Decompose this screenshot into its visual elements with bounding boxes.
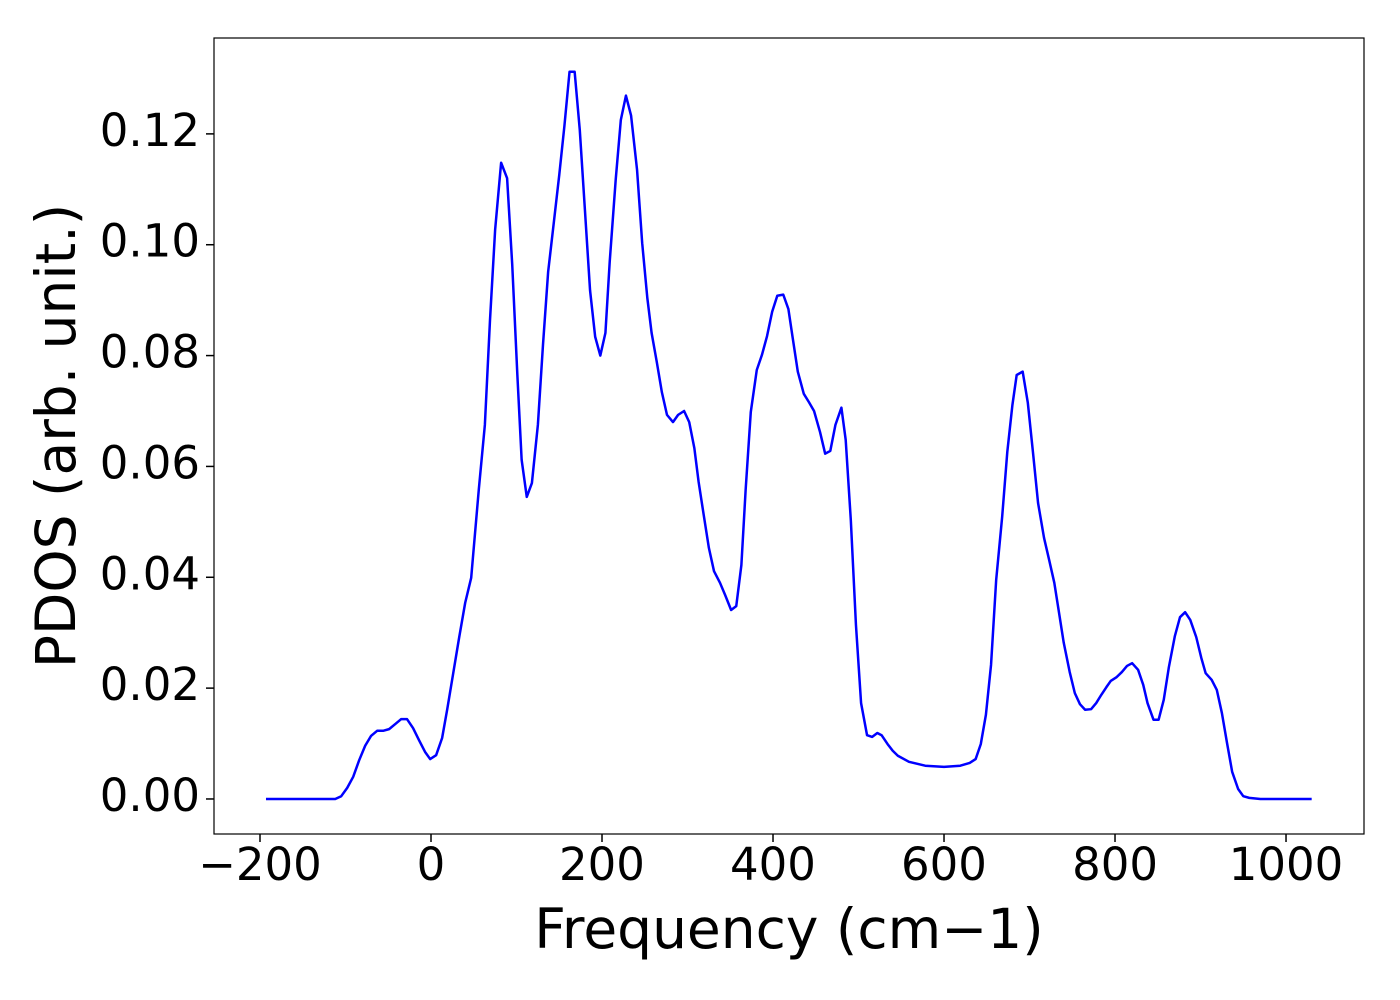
x-tick-label: 800 [1072, 838, 1158, 891]
x-tick-label: −200 [198, 838, 322, 891]
line [265, 70, 1312, 801]
x-tick-label: 600 [901, 838, 987, 891]
x-tick-label: 400 [730, 838, 816, 891]
y-tick-label: 0.04 [100, 547, 200, 600]
plot-frame [213, 37, 1365, 835]
y-tick-label: 0.00 [100, 769, 200, 822]
y-tick-label: 0.02 [100, 658, 200, 711]
x-tick-label: 200 [559, 838, 645, 891]
x-axis-label: Frequency (cm−1) [534, 897, 1043, 961]
y-tick-label: 0.06 [100, 436, 200, 489]
y-tick-label: 0.08 [100, 326, 200, 379]
y-tick-label: 0.12 [100, 104, 200, 157]
x-tick-label: 1000 [1229, 838, 1344, 891]
y-axis-label: PDOS (arb. unit.) [24, 204, 88, 668]
x-tick-label: 0 [417, 838, 446, 891]
y-tick-label: 0.10 [100, 215, 200, 268]
